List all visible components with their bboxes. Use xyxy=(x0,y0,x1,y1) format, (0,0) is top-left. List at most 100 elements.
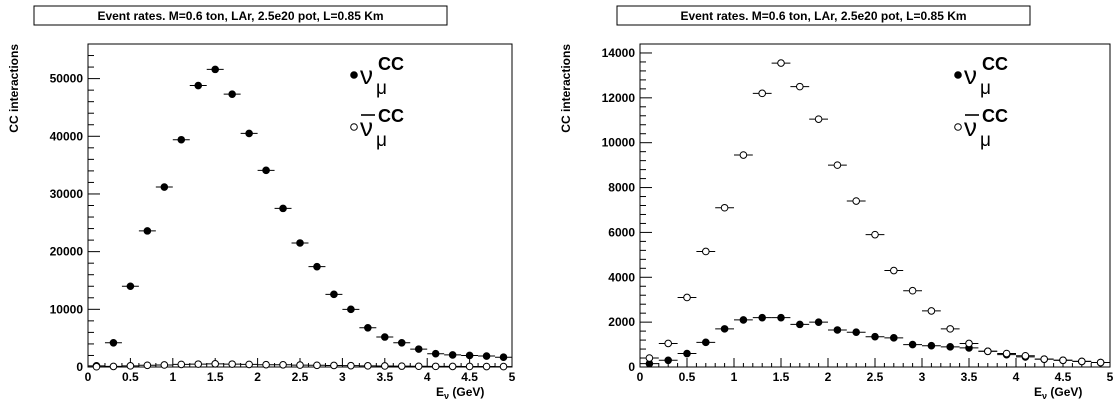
data-point xyxy=(739,151,748,159)
legend-label-base: ν xyxy=(964,60,977,90)
y-tick-label: 40000 xyxy=(50,129,84,143)
x-axis-label-unit: (GeV) xyxy=(449,385,484,399)
x-axis-label-unit: (GeV) xyxy=(1047,385,1082,399)
data-point xyxy=(852,328,861,337)
data-point xyxy=(228,360,236,368)
plot-frame xyxy=(87,43,513,368)
x-tick-label: 3 xyxy=(339,370,346,384)
legend-marker xyxy=(954,123,962,131)
data-point xyxy=(397,362,406,370)
data-point xyxy=(126,282,135,291)
y-axis-label: CC interactions xyxy=(559,44,573,133)
data-point xyxy=(927,341,936,350)
x-tick-label: 4 xyxy=(1013,370,1020,384)
y-tick-label: 10000 xyxy=(602,136,636,150)
data-point xyxy=(796,320,804,329)
data-point xyxy=(92,362,101,371)
data-point xyxy=(946,343,955,351)
y-tick-label: 14000 xyxy=(602,46,636,60)
data-point xyxy=(720,325,729,333)
legend-label-sup: CC xyxy=(982,106,1008,126)
data-point xyxy=(143,361,152,370)
data-point xyxy=(364,323,372,332)
data-point xyxy=(683,349,691,358)
data-point xyxy=(262,360,270,369)
data-point xyxy=(908,340,917,349)
data-point xyxy=(262,166,270,175)
y-axis-label: CC interactions xyxy=(7,44,21,133)
legend-label-sup: CC xyxy=(378,54,404,74)
data-point xyxy=(814,115,823,123)
legend-marker xyxy=(954,71,962,79)
data-point xyxy=(313,361,321,370)
data-point xyxy=(228,90,236,98)
data-point xyxy=(279,204,287,213)
data-point xyxy=(1059,356,1067,365)
data-point xyxy=(431,362,440,371)
chart-title: Event rates. M=0.6 ton, LAr, 2.5e20 pot,… xyxy=(680,9,966,23)
data-point xyxy=(381,362,389,370)
data-point xyxy=(448,351,457,359)
x-tick-label: 5 xyxy=(1107,370,1114,384)
legend-marker xyxy=(350,123,358,131)
data-point xyxy=(465,362,474,371)
x-axis-label-main: E xyxy=(436,385,444,399)
legend-entry: ν CC μ xyxy=(350,54,404,99)
legend-marker xyxy=(350,71,358,79)
data-point xyxy=(397,338,406,347)
y-tick-label: 10000 xyxy=(50,302,84,316)
data-point xyxy=(245,360,253,369)
y-tick-label: 6000 xyxy=(608,225,635,239)
data-point xyxy=(296,361,304,369)
chart-title-box xyxy=(33,5,448,26)
data-point xyxy=(177,135,186,144)
data-point xyxy=(109,338,118,347)
data-point xyxy=(194,81,203,90)
data-point xyxy=(279,361,287,369)
x-tick-label: 5 xyxy=(509,370,516,384)
data-point xyxy=(482,352,491,360)
y-tick-label: 12000 xyxy=(602,91,636,105)
series-open xyxy=(640,59,1110,367)
x-tick-label: 0 xyxy=(637,370,644,384)
y-tick-label: 50000 xyxy=(50,72,84,86)
data-point xyxy=(852,197,861,205)
data-point xyxy=(946,325,955,333)
x-axis-label: Eν (GeV) xyxy=(1034,385,1082,400)
data-point xyxy=(160,183,169,191)
x-tick-label: 2 xyxy=(254,370,261,384)
x-tick-label: 4.5 xyxy=(1055,370,1072,384)
data-point xyxy=(126,362,135,370)
data-point xyxy=(482,362,491,371)
chart-title: Event rates. M=0.6 ton, LAr, 2.5e20 pot,… xyxy=(97,9,383,23)
data-point xyxy=(702,247,710,256)
data-point xyxy=(984,347,992,356)
x-tick-label: 2.5 xyxy=(292,370,309,384)
data-point xyxy=(739,316,748,324)
data-point xyxy=(465,351,474,360)
data-point xyxy=(448,362,457,371)
data-point xyxy=(1002,349,1011,358)
data-point xyxy=(1021,351,1030,360)
data-point xyxy=(414,362,423,371)
y-tick-label: 8000 xyxy=(608,181,635,195)
data-point xyxy=(330,290,338,299)
data-point xyxy=(645,354,654,362)
data-point xyxy=(1040,355,1048,363)
series-open xyxy=(88,360,512,371)
y-tick-label: 4000 xyxy=(608,270,635,284)
data-point xyxy=(683,293,691,302)
data-point xyxy=(194,360,203,368)
data-point xyxy=(499,353,508,361)
data-point xyxy=(965,339,973,348)
data-point xyxy=(890,266,898,275)
legend-label-base: ν xyxy=(360,112,373,142)
chart-title-box xyxy=(616,5,1031,26)
data-point xyxy=(160,361,169,369)
data-point xyxy=(143,227,152,235)
legend-label-sub: μ xyxy=(376,130,387,151)
data-point xyxy=(211,360,219,368)
x-tick-label: 1.5 xyxy=(773,370,790,384)
